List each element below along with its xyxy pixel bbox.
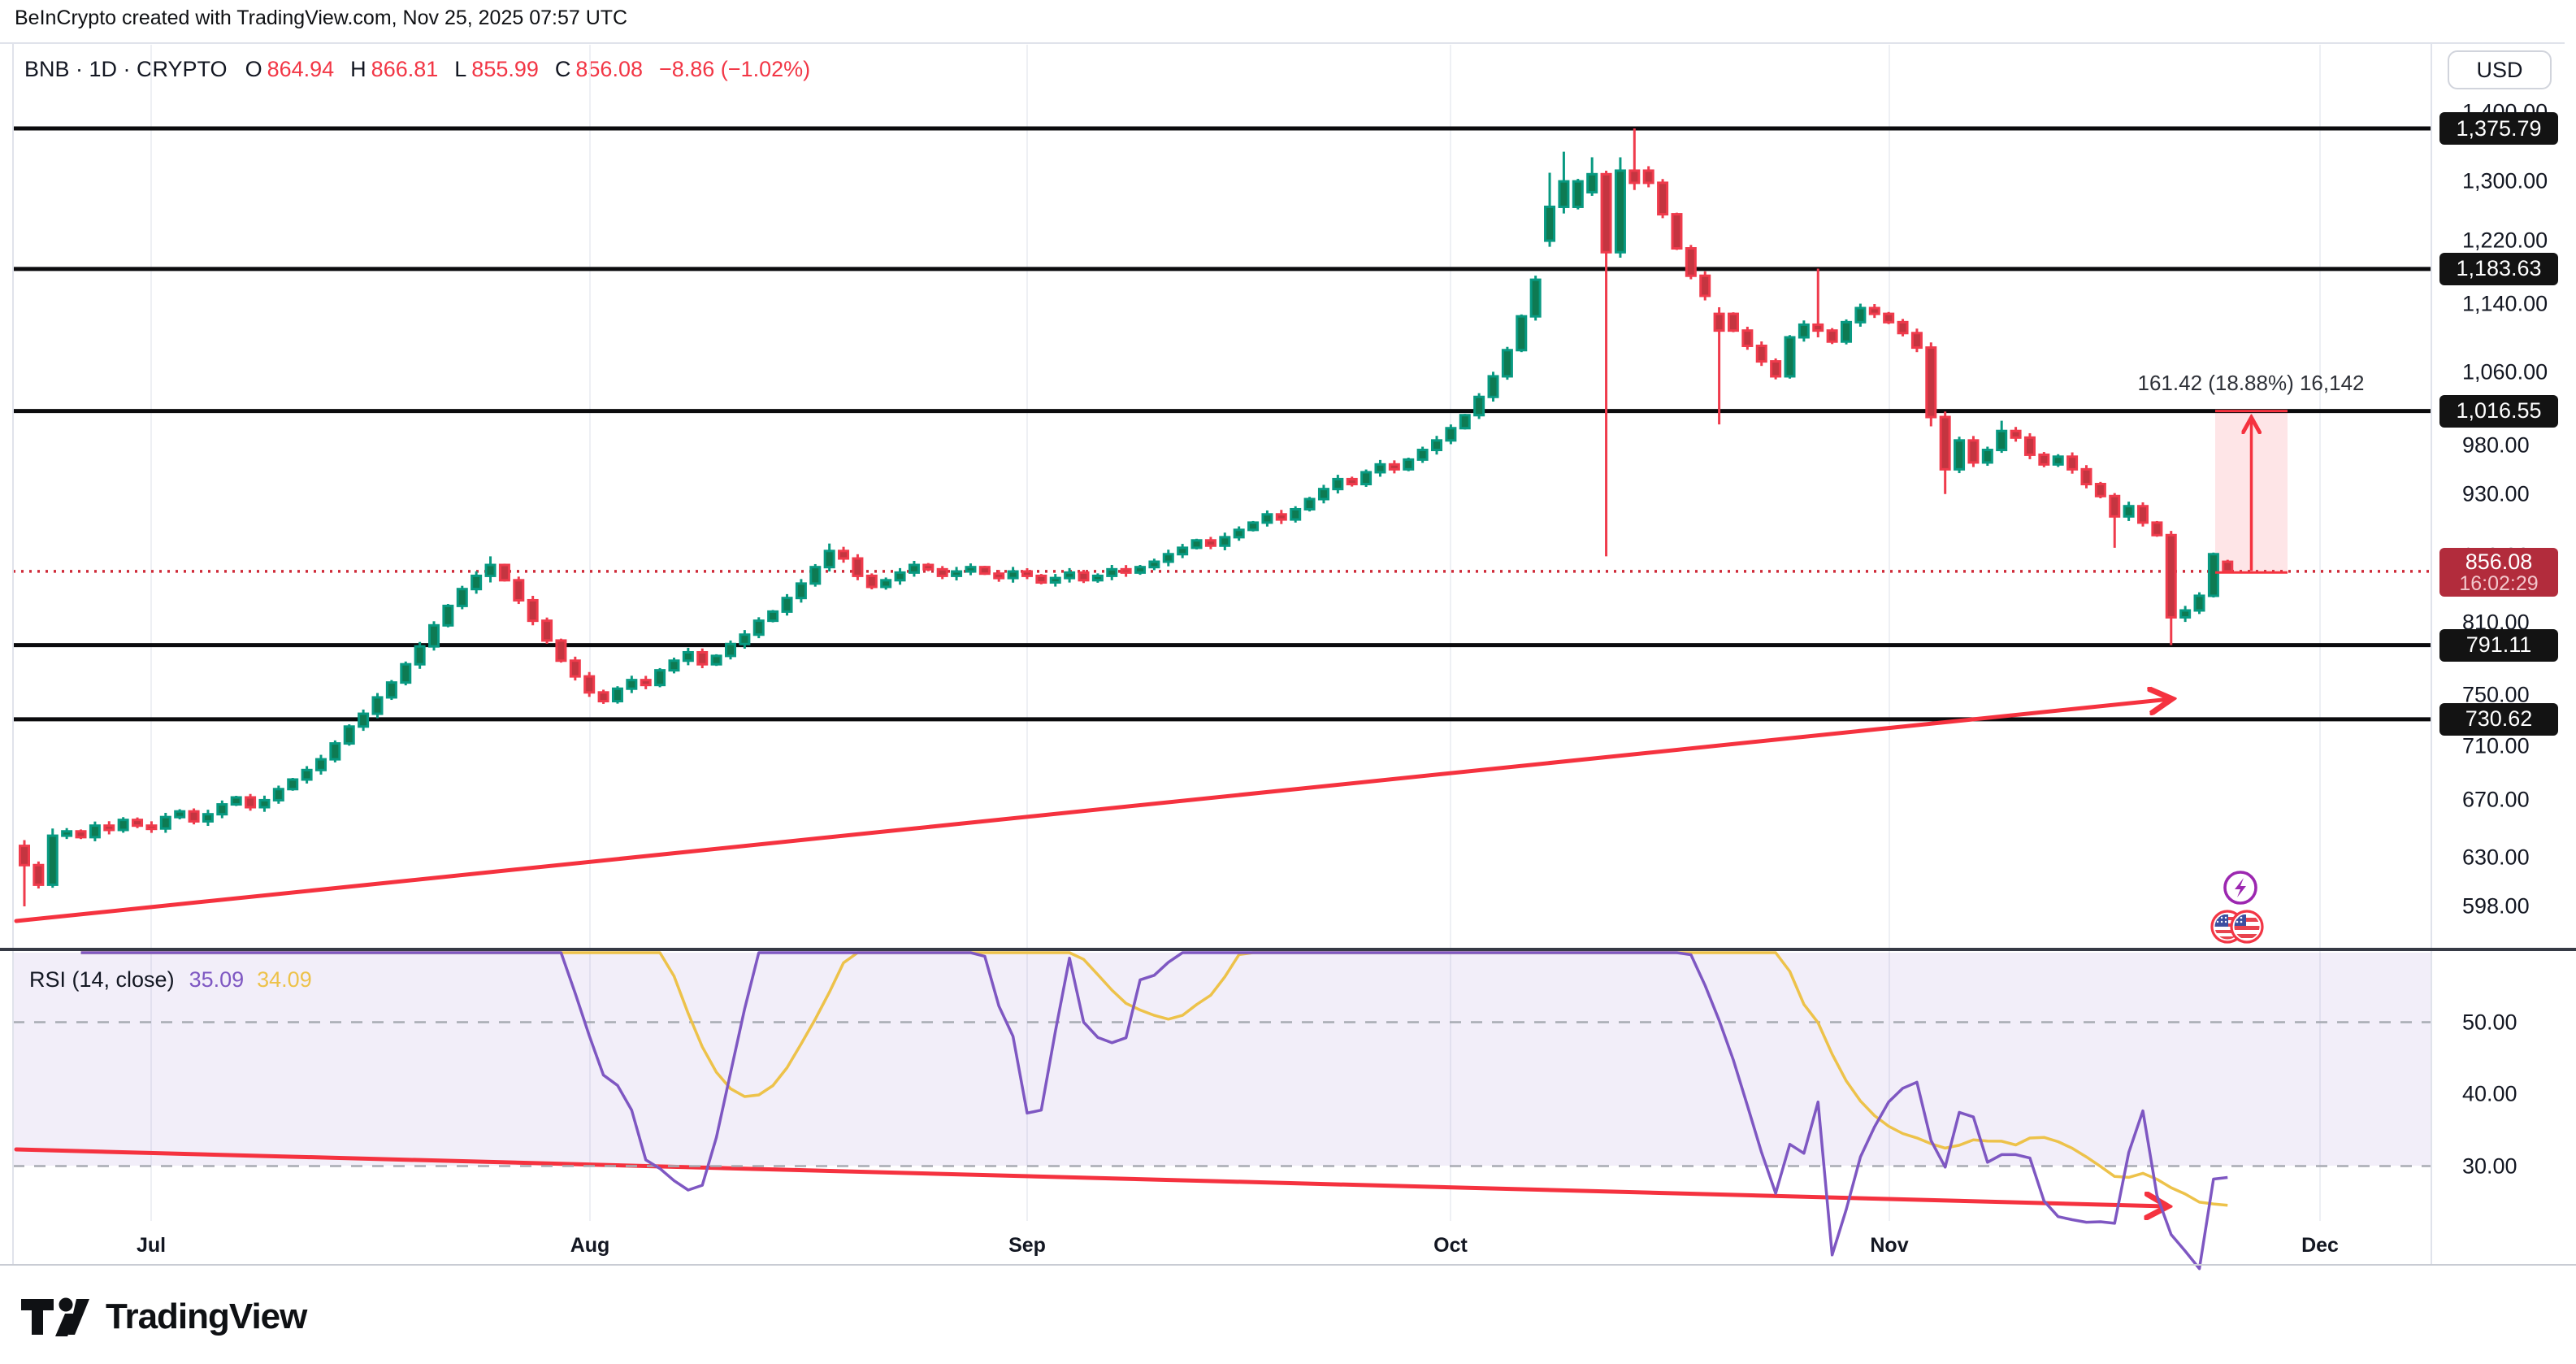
month-label[interactable]: Jul [136, 1234, 167, 1257]
close-value: 856.08 [575, 57, 643, 81]
pane-borders [0, 42, 2576, 1266]
rsi-title: RSI (14, close) [29, 967, 175, 992]
lightning-icon[interactable] [2223, 871, 2257, 905]
level-price-chip: 1,183.63 [2439, 252, 2558, 285]
last-price-label: 856.08 16:02:29 [2439, 548, 2558, 597]
month-label[interactable]: Oct [1433, 1234, 1468, 1257]
price-tick-label: 670.00 [2462, 787, 2530, 812]
level-price-chip: 1,016.55 [2439, 394, 2558, 428]
rsi-plot [13, 951, 2431, 1271]
rsi-tick-label: 40.00 [2462, 1081, 2517, 1106]
credit-text: BeInCrypto created with TradingView.com,… [15, 7, 628, 29]
rsi-legend[interactable]: RSI (14, close) 35.09 34.09 [29, 967, 312, 993]
level-price-chip: 791.11 [2439, 628, 2558, 662]
high-value: 866.81 [371, 57, 439, 81]
month-gridlines [150, 45, 2321, 1221]
low-label: L [454, 57, 467, 81]
level-price-chip: 1,375.79 [2439, 112, 2558, 146]
rsi-tick-label: 30.00 [2462, 1153, 2517, 1178]
month-label[interactable]: Nov [1870, 1234, 1909, 1257]
price-tick-label: 980.00 [2462, 432, 2530, 458]
tradingview-logo[interactable]: TradingView [20, 1294, 307, 1340]
change-value: −8.86 (−1.02%) [658, 57, 811, 81]
price-tick-label: 1,220.00 [2462, 228, 2548, 253]
level-price-chip: 730.62 [2439, 702, 2558, 736]
symbol-title: BNB · 1D · CRYPTO [24, 57, 228, 81]
us-flag-events-icon[interactable] [2210, 910, 2264, 944]
open-label: O [245, 57, 262, 81]
price-tick-label: 1,140.00 [2462, 291, 2548, 316]
price-tick-label: 710.00 [2462, 733, 2530, 758]
rsi-value: 35.09 [189, 967, 245, 992]
candlesticks [19, 128, 2234, 906]
measurement-label: 161.42 (18.88%) 16,142 [2137, 371, 2365, 395]
currency-button[interactable]: USD [2448, 50, 2552, 89]
month-label[interactable]: Sep [1008, 1234, 1046, 1257]
bar-countdown: 16:02:29 [2459, 572, 2539, 596]
price-tick-label: 1,060.00 [2462, 359, 2548, 384]
price-tick-label: 1,300.00 [2462, 168, 2548, 193]
price-tick-label: 598.00 [2462, 893, 2530, 919]
chart-event-icons[interactable] [2205, 867, 2269, 948]
low-value: 855.99 [471, 57, 539, 81]
month-label[interactable]: Dec [2301, 1234, 2339, 1257]
price-range-arrow[interactable] [2215, 410, 2288, 574]
rsi-ma-value: 34.09 [257, 967, 312, 992]
price-tick-label: 630.00 [2462, 845, 2530, 870]
support-resistance-lines[interactable] [13, 126, 2431, 722]
month-label[interactable]: Aug [570, 1234, 610, 1257]
high-label: H [350, 57, 366, 81]
price-tick-label: 930.00 [2462, 481, 2530, 506]
open-value: 864.94 [267, 57, 335, 81]
tradingview-logo-text: TradingView [106, 1297, 307, 1336]
last-price-value: 856.08 [2465, 549, 2533, 574]
rsi-band [13, 953, 2431, 1166]
tradingview-mark-icon [21, 1297, 89, 1336]
trendline-arrows[interactable] [14, 699, 2170, 1206]
close-label: C [554, 57, 571, 81]
price-tick-label: 750.00 [2462, 682, 2530, 707]
symbol-legend[interactable]: BNB · 1D · CRYPTO O 864.94 H 866.81 L 855.99 C 8… [24, 57, 815, 82]
rsi-tick-label: 50.00 [2462, 1010, 2517, 1034]
